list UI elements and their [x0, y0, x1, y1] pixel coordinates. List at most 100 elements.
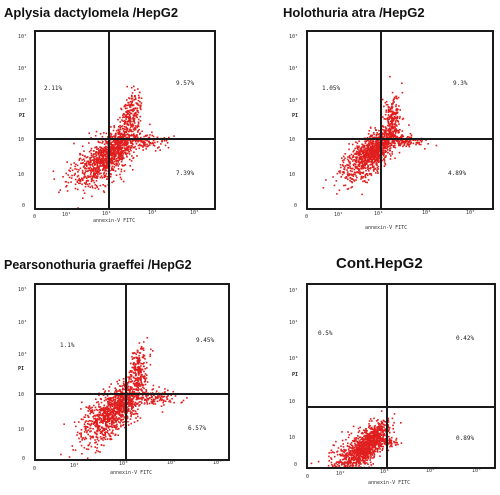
- cell-point: [140, 348, 142, 350]
- cell-point: [381, 449, 383, 451]
- cell-points: [60, 337, 188, 459]
- cell-point: [114, 400, 116, 403]
- cell-point: [378, 446, 381, 448]
- cell-point: [370, 155, 372, 158]
- cell-point: [126, 128, 129, 131]
- cell-point: [384, 162, 386, 165]
- cell-point: [117, 161, 119, 163]
- cell-point: [377, 445, 380, 447]
- scatter-plot-area: 1.1% 9.45% 6.57%: [34, 283, 230, 461]
- cell-point: [110, 425, 113, 428]
- cell-point: [340, 468, 342, 469]
- cell-point: [358, 430, 361, 432]
- cell-point: [126, 416, 128, 418]
- cell-point: [94, 451, 97, 454]
- x-tick: 10⁵: [190, 210, 200, 216]
- cell-point: [372, 136, 374, 139]
- cell-point: [382, 116, 384, 118]
- cell-point: [112, 416, 115, 418]
- cell-point: [119, 176, 122, 179]
- cell-point: [163, 137, 166, 139]
- cell-point: [103, 444, 105, 447]
- cell-point: [99, 428, 101, 431]
- cell-point: [118, 163, 120, 165]
- cell-point: [340, 445, 342, 447]
- cell-point: [344, 184, 347, 187]
- cell-point: [113, 406, 115, 409]
- cell-point: [82, 189, 85, 192]
- cell-point: [114, 404, 116, 407]
- cell-point: [350, 180, 353, 183]
- cell-point: [118, 379, 121, 381]
- cell-point: [356, 156, 358, 158]
- cell-point: [416, 140, 419, 142]
- cell-point: [137, 380, 140, 382]
- cell-point: [361, 159, 363, 162]
- cell-point: [158, 146, 160, 148]
- y-tick: 10⁴: [289, 66, 299, 72]
- cell-point: [110, 420, 113, 422]
- cell-point: [435, 144, 438, 147]
- cell-point: [113, 144, 116, 146]
- cell-point: [386, 137, 388, 139]
- cell-point: [394, 117, 397, 119]
- cell-point: [333, 451, 335, 454]
- scatter-plot-area: 1.05% 9.3% 4.89%: [306, 30, 494, 210]
- cell-point: [114, 419, 116, 421]
- cell-point: [163, 139, 166, 142]
- cell-point: [99, 159, 102, 161]
- cell-point: [120, 141, 122, 144]
- cell-point: [374, 144, 376, 146]
- cell-point: [391, 117, 394, 119]
- cell-point: [89, 442, 91, 444]
- cell-point: [84, 414, 87, 416]
- cell-point: [356, 142, 359, 145]
- cell-point: [349, 465, 351, 467]
- cell-point: [152, 388, 154, 390]
- cell-point: [350, 173, 353, 176]
- cell-point: [132, 366, 135, 369]
- cell-point: [333, 444, 335, 447]
- cell-point: [87, 414, 89, 417]
- cell-point: [124, 107, 127, 110]
- cell-point: [139, 375, 142, 378]
- cell-point: [328, 452, 330, 454]
- cell-point: [343, 168, 345, 170]
- cell-point: [139, 370, 142, 372]
- cell-point: [122, 380, 125, 383]
- cell-point: [127, 396, 130, 399]
- cell-point: [132, 118, 134, 120]
- cell-point: [115, 410, 117, 413]
- cell-point: [387, 143, 389, 146]
- cell-point: [375, 154, 377, 157]
- cell-point: [381, 133, 384, 135]
- cell-point: [104, 390, 107, 392]
- cell-point: [90, 167, 93, 170]
- cell-point: [370, 150, 373, 153]
- cell-point: [382, 153, 384, 155]
- cell-point: [118, 397, 121, 400]
- cell-point: [115, 402, 117, 405]
- x-tick: 10²: [70, 463, 80, 469]
- y-tick: 10: [289, 137, 296, 143]
- cell-point: [103, 404, 106, 407]
- cell-point: [126, 104, 128, 107]
- cell-point: [93, 173, 95, 175]
- cell-point: [134, 136, 137, 139]
- cell-point: [120, 400, 123, 403]
- cell-point: [394, 142, 396, 144]
- cell-point: [339, 454, 342, 457]
- cell-point: [381, 142, 384, 145]
- cell-point: [115, 153, 118, 155]
- cell-point: [74, 168, 76, 170]
- cell-point: [103, 407, 105, 410]
- cell-point: [355, 459, 358, 461]
- cell-point: [139, 377, 141, 379]
- cell-point: [378, 143, 381, 145]
- cell-point: [373, 142, 375, 145]
- cell-point: [360, 175, 363, 178]
- cell-point: [117, 402, 120, 405]
- cell-point: [121, 132, 123, 135]
- cell-point: [94, 176, 97, 179]
- cell-point: [94, 155, 96, 158]
